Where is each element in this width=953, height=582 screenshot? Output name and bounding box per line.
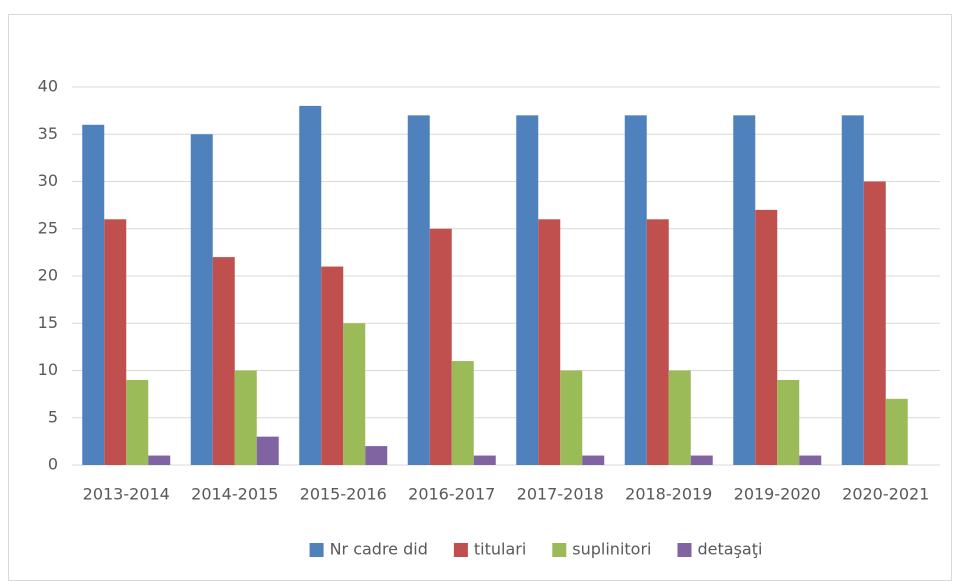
- bar: [668, 370, 691, 465]
- y-tick-label: 0: [48, 455, 58, 474]
- x-tick-label: 2020-2021: [842, 485, 929, 504]
- y-tick-label: 5: [48, 407, 58, 426]
- chart-border: [8, 14, 952, 581]
- x-tick-label: 2018-2019: [625, 485, 712, 504]
- bar: [104, 219, 127, 465]
- y-tick-label: 10: [38, 360, 58, 379]
- y-tick-label: 40: [38, 77, 58, 96]
- y-tick-label: 25: [38, 218, 58, 237]
- x-tick-label: 2015-2016: [300, 485, 387, 504]
- bar: [755, 209, 778, 465]
- x-tick-label: 2017-2018: [517, 485, 604, 504]
- bar: [321, 266, 344, 465]
- bar: [365, 446, 388, 465]
- bar: [343, 323, 366, 465]
- bar: [885, 398, 908, 465]
- bar: [863, 181, 886, 465]
- bar: [473, 455, 496, 465]
- legend-label: suplinitori: [572, 540, 651, 559]
- y-tick-label: 35: [38, 124, 58, 143]
- legend-swatch: [453, 543, 468, 557]
- bar: [126, 379, 149, 465]
- legend-label: detaşaţi: [697, 540, 762, 559]
- bar: [429, 228, 452, 465]
- bar: [451, 361, 474, 465]
- y-tick-label: 20: [38, 266, 58, 285]
- bar: [407, 115, 430, 465]
- bar: [538, 219, 561, 465]
- bar: [212, 257, 235, 465]
- y-tick-label: 15: [38, 313, 58, 332]
- bar: [624, 115, 647, 465]
- legend-swatch: [309, 543, 324, 557]
- x-tick-label: 2016-2017: [408, 485, 495, 504]
- x-tick-label: 2013-2014: [83, 485, 170, 504]
- legend-label: titulari: [474, 540, 526, 559]
- x-tick-label: 2019-2020: [734, 485, 821, 504]
- y-tick-label: 30: [38, 171, 58, 190]
- bar: [234, 370, 257, 465]
- bar: [516, 115, 539, 465]
- bar: [646, 219, 669, 465]
- bar: [582, 455, 605, 465]
- bar: [799, 455, 822, 465]
- bar: [299, 105, 322, 466]
- bar: [777, 379, 800, 465]
- bar: [560, 370, 583, 465]
- legend-label: Nr cadre did: [330, 540, 428, 559]
- legend-swatch: [677, 543, 692, 557]
- x-tick-label: 2014-2015: [191, 485, 278, 504]
- bar: [256, 436, 279, 465]
- bar: [82, 124, 105, 466]
- bar: [190, 134, 213, 465]
- legend-swatch: [552, 543, 567, 557]
- bar: [148, 455, 171, 465]
- bar: [733, 115, 756, 465]
- bar: [690, 455, 713, 465]
- bar: [841, 115, 864, 465]
